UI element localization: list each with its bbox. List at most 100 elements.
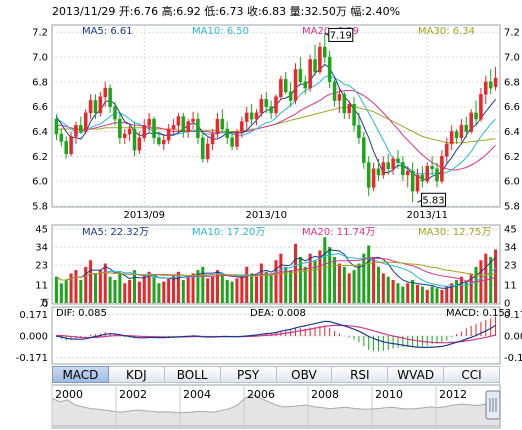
price-tick-left: 6.8 bbox=[32, 77, 48, 88]
volume-bar bbox=[64, 279, 68, 303]
candle-body bbox=[152, 118, 156, 138]
volume-bar bbox=[167, 278, 171, 303]
volume-legend-item: MA5: 22.32万 bbox=[82, 227, 149, 238]
volume-bar bbox=[215, 270, 219, 303]
candle-body bbox=[210, 133, 215, 145]
macd-tick-left: 0.000 bbox=[19, 332, 48, 343]
price-tick-left: 7.2 bbox=[32, 28, 48, 39]
volume-bar bbox=[459, 276, 463, 303]
candle-body bbox=[454, 131, 459, 138]
volume-bar bbox=[211, 276, 215, 303]
volume-bar bbox=[406, 283, 410, 303]
tab-macd[interactable]: MACD bbox=[52, 366, 109, 383]
volume-bar bbox=[269, 275, 273, 303]
volume-bar bbox=[235, 278, 239, 303]
volume-bar bbox=[381, 273, 385, 303]
candle-body bbox=[59, 133, 64, 142]
volume-bar bbox=[108, 276, 112, 303]
candle-body bbox=[93, 100, 98, 114]
candle-body bbox=[240, 121, 244, 132]
volume-bar bbox=[254, 276, 258, 303]
candle-body bbox=[201, 137, 205, 160]
volume-tick-right: 45 bbox=[504, 225, 517, 236]
volume-bar bbox=[357, 263, 361, 303]
price-legend-item: MA10: 6.50 bbox=[192, 26, 249, 37]
volume-bar bbox=[411, 279, 415, 303]
annotation-box bbox=[328, 27, 354, 42]
tab-kdj[interactable]: KDJ bbox=[108, 366, 165, 383]
volume-bar bbox=[74, 270, 78, 303]
volume-ma-line bbox=[56, 249, 496, 289]
candle-body bbox=[166, 128, 171, 141]
volume-bar bbox=[250, 273, 254, 303]
volume-tick-right: 0 bbox=[504, 299, 510, 310]
candle-body bbox=[113, 106, 117, 120]
tab-cci[interactable]: CCI bbox=[444, 366, 500, 383]
volume-bar bbox=[69, 273, 73, 303]
candle-body bbox=[303, 81, 308, 89]
price-tick-right: 6.2 bbox=[504, 152, 520, 163]
volume-bar bbox=[455, 279, 459, 303]
candle-body bbox=[147, 118, 151, 126]
macd-tick-right: -0.171 bbox=[504, 353, 522, 364]
volume-bar bbox=[489, 256, 493, 303]
volume-bar bbox=[298, 256, 302, 303]
volume-bar bbox=[176, 271, 180, 303]
price-tick-right: 7.2 bbox=[504, 28, 520, 39]
tab-wvad[interactable]: WVAD bbox=[388, 366, 445, 383]
price-tick-left: 6.4 bbox=[32, 127, 48, 138]
candle-body bbox=[162, 139, 166, 145]
candle-body bbox=[108, 87, 112, 107]
volume-bar bbox=[220, 273, 224, 303]
candle-body bbox=[254, 112, 259, 120]
volume-bar bbox=[206, 278, 210, 303]
price-tick-right: 6.0 bbox=[504, 177, 520, 188]
volume-bar bbox=[152, 276, 156, 303]
candle-body bbox=[274, 96, 278, 114]
tab-obv[interactable]: OBV bbox=[276, 366, 333, 383]
price-tick-left: 6.2 bbox=[32, 152, 48, 163]
volume-bar bbox=[264, 271, 268, 303]
candle-body bbox=[215, 118, 220, 135]
volume-tick-left: 45 bbox=[35, 225, 48, 236]
volume-bar bbox=[386, 276, 390, 303]
volume-bar bbox=[494, 249, 498, 303]
volume-bar bbox=[401, 286, 405, 303]
tab-boll[interactable]: BOLL bbox=[164, 366, 221, 383]
volume-bar bbox=[391, 279, 395, 303]
candle-body bbox=[142, 125, 147, 138]
candle-body bbox=[269, 106, 273, 114]
volume-bar bbox=[98, 270, 102, 303]
tab-psy[interactable]: PSY bbox=[220, 366, 277, 383]
range-handle[interactable] bbox=[485, 390, 501, 420]
price-axis: 7.2 7.2 7.0 7.0 6.8 6.8 6.6 6.6 6.4 6.4 6.2 6.2 6.0 6… bbox=[32, 28, 520, 221]
volume-bar bbox=[59, 283, 63, 303]
candle-body bbox=[381, 162, 386, 176]
overview-axis: 2000 2002 2004 2006 2008 2010 2012 bbox=[51, 385, 467, 428]
volume-bar bbox=[157, 283, 161, 303]
volume-bar bbox=[137, 281, 141, 303]
candle-body bbox=[191, 118, 195, 122]
candle-body bbox=[225, 128, 229, 138]
tab-rsi[interactable]: RSI bbox=[332, 366, 389, 383]
candle-body bbox=[430, 166, 434, 170]
volume-bar bbox=[484, 253, 488, 303]
candle-body bbox=[352, 103, 356, 126]
volume-bar bbox=[162, 281, 166, 303]
volume-bar bbox=[196, 270, 200, 303]
volume-bars bbox=[54, 237, 498, 303]
volume-unit-label: 万 bbox=[40, 299, 49, 309]
price-tick-right: 7.0 bbox=[504, 53, 520, 64]
candle-body bbox=[181, 116, 186, 132]
candle-body bbox=[293, 69, 298, 101]
volume-bar bbox=[435, 288, 439, 303]
candle-body bbox=[279, 79, 283, 98]
candle-body bbox=[396, 158, 400, 163]
macd-legend-item: DIF: 0.085 bbox=[56, 308, 107, 319]
volume-bar bbox=[337, 263, 341, 303]
volume-bar bbox=[79, 279, 83, 303]
price-x-label: 2013/09 bbox=[123, 210, 165, 221]
volume-bar bbox=[181, 279, 185, 303]
candle-body bbox=[474, 112, 478, 120]
